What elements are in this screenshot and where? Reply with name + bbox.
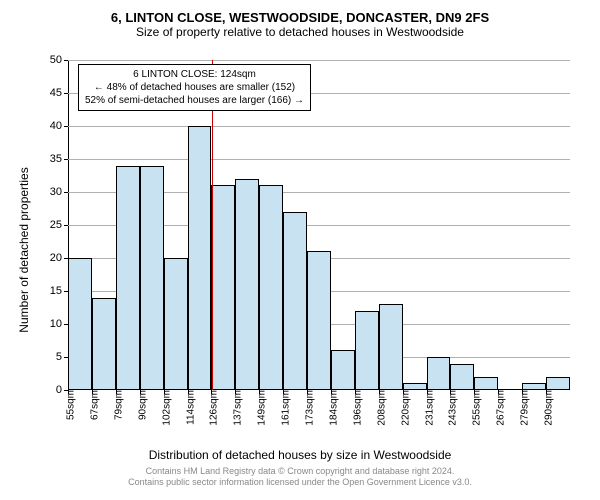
x-tick-label: 220sqm [394,390,411,426]
y-tick-label: 10 [50,318,68,330]
x-tick-mark [474,390,475,394]
x-tick-mark [403,390,404,394]
attribution-text: Contains HM Land Registry data © Crown c… [128,466,472,488]
x-tick-mark [92,390,93,394]
x-tick-label: 267sqm [490,390,507,426]
histogram-bar [307,251,331,390]
histogram-bar [546,377,570,390]
histogram-bar [68,258,92,390]
y-tick-label: 15 [50,285,68,297]
x-tick-mark [546,390,547,394]
x-tick-label: 126sqm [203,390,220,426]
x-tick-label: 290sqm [538,390,555,426]
chart-container: 6, LINTON CLOSE, WESTWOODSIDE, DONCASTER… [10,10,590,490]
x-tick-label: 279sqm [514,390,531,426]
x-tick-mark [283,390,284,394]
x-tick-mark [522,390,523,394]
x-tick-label: 137sqm [227,390,244,426]
x-tick-label: 243sqm [442,390,459,426]
histogram-bar [331,350,355,390]
x-tick-label: 196sqm [346,390,363,426]
x-tick-mark [355,390,356,394]
y-axis-label: Number of detached properties [17,167,31,332]
chart-title: 6, LINTON CLOSE, WESTWOODSIDE, DONCASTER… [10,10,590,25]
x-tick-mark [307,390,308,394]
x-tick-label: 90sqm [131,390,148,420]
x-tick-label: 102sqm [155,390,172,426]
histogram-bar [427,357,451,390]
y-tick-label: 20 [50,252,68,264]
x-tick-label: 67sqm [83,390,100,420]
x-tick-label: 79sqm [107,390,124,420]
histogram-bar [211,185,235,390]
x-tick-mark [427,390,428,394]
plot-area: 0510152025303540455055sqm67sqm79sqm90sqm… [68,60,570,390]
x-tick-label: 208sqm [370,390,387,426]
attribution-line1: Contains HM Land Registry data © Crown c… [146,466,455,476]
histogram-bar [283,212,307,390]
x-tick-mark [116,390,117,394]
x-tick-label: 161sqm [275,390,292,426]
histogram-bar [355,311,379,390]
y-tick-label: 5 [56,351,68,363]
x-tick-mark [259,390,260,394]
y-tick-label: 25 [50,219,68,231]
x-tick-mark [379,390,380,394]
grid-line [68,159,570,160]
x-tick-mark [140,390,141,394]
grid-line [68,126,570,127]
y-tick-label: 45 [50,87,68,99]
histogram-bar [379,304,403,390]
annotation-box: 6 LINTON CLOSE: 124sqm ← 48% of detached … [78,64,311,111]
attribution-line2: Contains public sector information licen… [128,477,472,487]
x-tick-label: 55sqm [60,390,77,420]
histogram-bar [403,383,427,390]
x-tick-mark [450,390,451,394]
x-tick-label: 173sqm [299,390,316,426]
x-tick-label: 231sqm [418,390,435,426]
y-tick-label: 50 [50,54,68,66]
x-tick-mark [188,390,189,394]
y-tick-label: 40 [50,120,68,132]
annotation-line3: 52% of semi-detached houses are larger (… [85,95,304,106]
histogram-bar [164,258,188,390]
histogram-bar [235,179,259,390]
histogram-bar [259,185,283,390]
grid-line [68,60,570,61]
histogram-bar [474,377,498,390]
y-tick-label: 35 [50,153,68,165]
chart-subtitle: Size of property relative to detached ho… [10,25,590,39]
x-tick-mark [331,390,332,394]
x-tick-label: 149sqm [251,390,268,426]
histogram-bar [116,166,140,390]
y-tick-label: 30 [50,186,68,198]
histogram-bar [92,298,116,390]
x-tick-label: 184sqm [322,390,339,426]
annotation-line1: 6 LINTON CLOSE: 124sqm [133,69,256,80]
x-tick-mark [211,390,212,394]
x-tick-label: 114sqm [179,390,196,425]
x-tick-mark [68,390,69,394]
histogram-bar [522,383,546,390]
x-tick-mark [498,390,499,394]
annotation-line2: ← 48% of detached houses are smaller (15… [94,82,295,93]
histogram-bar [140,166,164,390]
x-axis-label: Distribution of detached houses by size … [149,448,452,462]
x-tick-mark [235,390,236,394]
histogram-bar [450,364,474,390]
histogram-bar [188,126,212,390]
x-tick-mark [164,390,165,394]
x-tick-label: 255sqm [466,390,483,426]
